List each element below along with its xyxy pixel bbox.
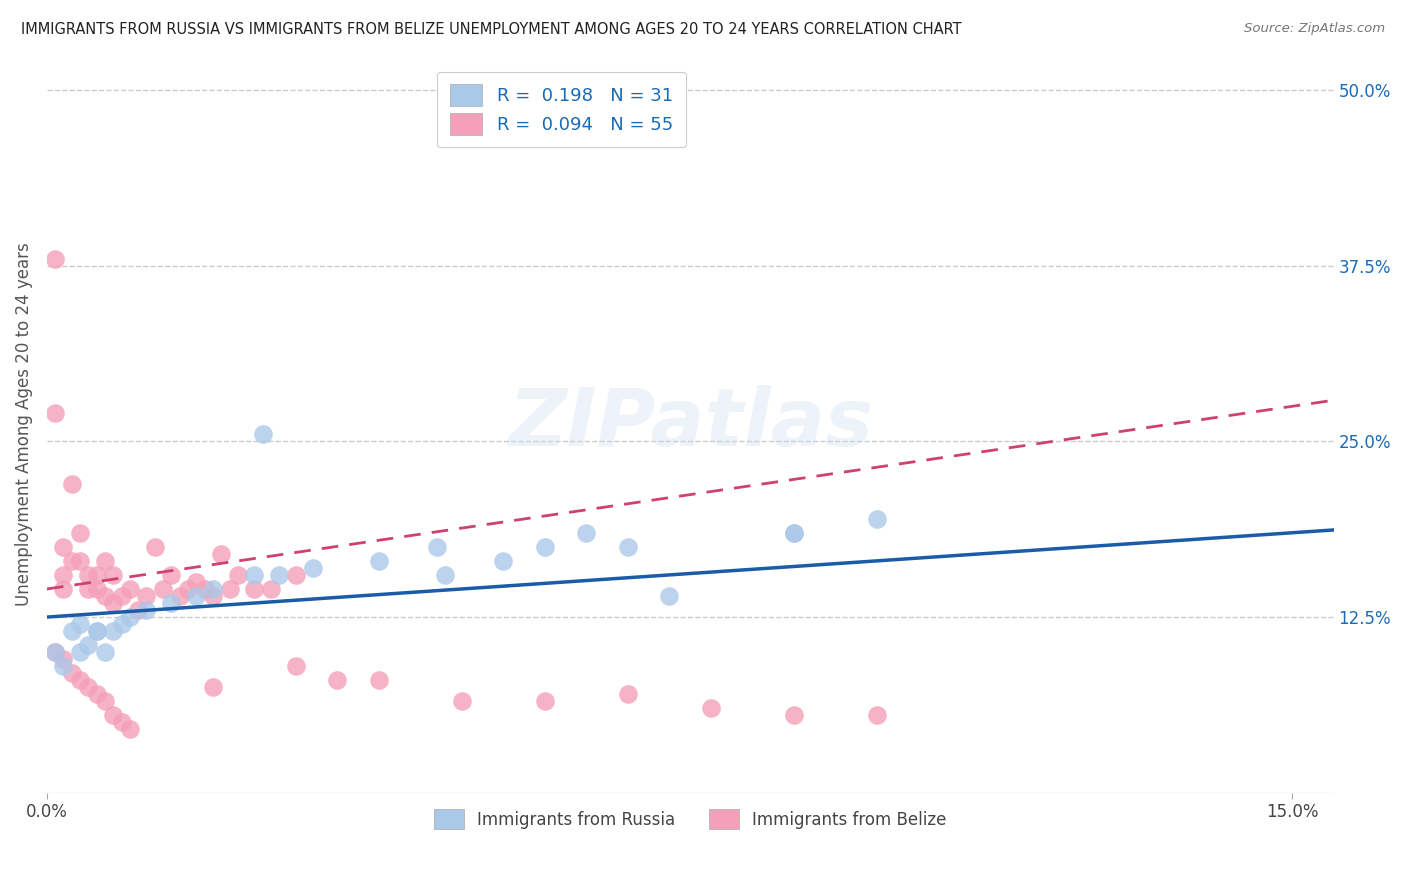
Y-axis label: Unemployment Among Ages 20 to 24 years: Unemployment Among Ages 20 to 24 years — [15, 242, 32, 606]
Point — [44, 252, 66, 266]
Text: Source: ZipAtlas.com: Source: ZipAtlas.com — [1244, 22, 1385, 36]
Point — [110, 617, 132, 632]
Point — [617, 540, 640, 554]
Point — [368, 673, 391, 688]
Point — [160, 568, 183, 582]
Point — [77, 681, 100, 695]
Point — [252, 427, 274, 442]
Point — [60, 476, 83, 491]
Point — [218, 582, 240, 596]
Point — [94, 694, 117, 708]
Point — [86, 568, 108, 582]
Point — [135, 603, 157, 617]
Point — [60, 554, 83, 568]
Point — [44, 645, 66, 659]
Point — [284, 568, 307, 582]
Point — [301, 561, 323, 575]
Point — [86, 687, 108, 701]
Point — [69, 525, 91, 540]
Point — [783, 525, 806, 540]
Point — [127, 603, 149, 617]
Point — [160, 596, 183, 610]
Point — [52, 540, 75, 554]
Point — [451, 694, 474, 708]
Point — [60, 666, 83, 681]
Point — [69, 554, 91, 568]
Point — [194, 582, 217, 596]
Point — [617, 687, 640, 701]
Point — [700, 701, 723, 715]
Point — [152, 582, 174, 596]
Point — [260, 582, 283, 596]
Legend: Immigrants from Russia, Immigrants from Belize: Immigrants from Russia, Immigrants from … — [427, 802, 953, 836]
Point — [658, 589, 681, 603]
Text: ZIPatlas: ZIPatlas — [508, 384, 873, 463]
Point — [86, 624, 108, 639]
Point — [135, 589, 157, 603]
Point — [77, 638, 100, 652]
Point — [243, 568, 266, 582]
Point — [209, 547, 232, 561]
Point — [186, 574, 208, 589]
Point — [77, 568, 100, 582]
Point — [94, 554, 117, 568]
Point — [94, 589, 117, 603]
Point — [368, 554, 391, 568]
Point — [69, 673, 91, 688]
Point — [77, 582, 100, 596]
Point — [52, 582, 75, 596]
Point — [177, 582, 200, 596]
Point — [866, 708, 889, 723]
Point — [103, 596, 125, 610]
Point — [52, 568, 75, 582]
Point — [118, 610, 141, 624]
Point — [426, 540, 449, 554]
Point — [69, 645, 91, 659]
Point — [534, 694, 557, 708]
Point — [783, 708, 806, 723]
Point — [492, 554, 515, 568]
Point — [269, 568, 291, 582]
Point — [783, 525, 806, 540]
Point — [186, 589, 208, 603]
Point — [103, 568, 125, 582]
Point — [103, 624, 125, 639]
Point — [94, 645, 117, 659]
Point — [118, 723, 141, 737]
Point — [866, 512, 889, 526]
Point — [201, 681, 224, 695]
Point — [44, 645, 66, 659]
Point — [201, 589, 224, 603]
Point — [326, 673, 349, 688]
Point — [575, 525, 598, 540]
Point — [534, 540, 557, 554]
Point — [86, 582, 108, 596]
Point — [284, 659, 307, 673]
Point — [52, 652, 75, 666]
Point — [69, 617, 91, 632]
Point — [118, 582, 141, 596]
Point — [60, 624, 83, 639]
Point — [86, 624, 108, 639]
Point — [226, 568, 249, 582]
Point — [110, 715, 132, 730]
Point — [110, 589, 132, 603]
Point — [201, 582, 224, 596]
Point — [52, 659, 75, 673]
Point — [143, 540, 166, 554]
Text: IMMIGRANTS FROM RUSSIA VS IMMIGRANTS FROM BELIZE UNEMPLOYMENT AMONG AGES 20 TO 2: IMMIGRANTS FROM RUSSIA VS IMMIGRANTS FRO… — [21, 22, 962, 37]
Point — [169, 589, 191, 603]
Point — [44, 406, 66, 420]
Point — [103, 708, 125, 723]
Point — [434, 568, 457, 582]
Point — [243, 582, 266, 596]
